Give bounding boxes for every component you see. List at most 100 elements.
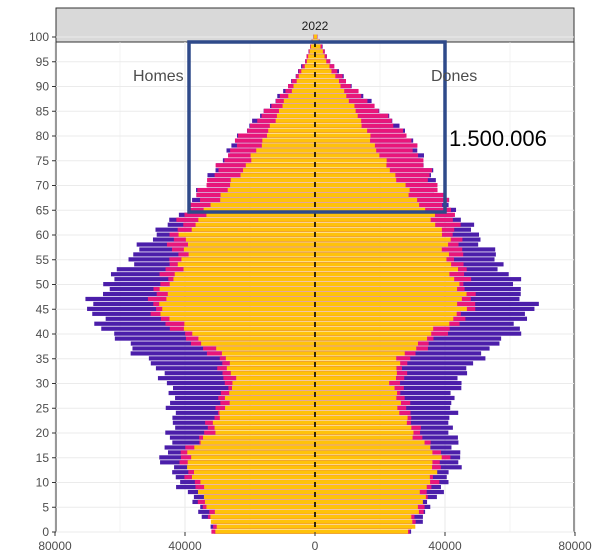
bar-male [174, 272, 315, 277]
bar-male [269, 123, 315, 128]
bar-female [315, 475, 430, 480]
male-label: Homes [133, 68, 184, 85]
bar-female [315, 296, 462, 302]
bar-female [315, 74, 336, 79]
bar-female [315, 489, 420, 495]
bar-female [315, 291, 467, 297]
bar-male [227, 187, 315, 193]
bar-female [315, 470, 438, 475]
bar-male [288, 93, 315, 99]
bar-female [315, 316, 454, 321]
bar-female [315, 410, 400, 415]
bar-female [315, 237, 451, 242]
bar-male [204, 484, 315, 490]
bar-female [315, 484, 427, 490]
bar-male [169, 316, 315, 321]
bar-female [315, 351, 405, 356]
bar-male [216, 524, 315, 529]
bar-male [278, 108, 315, 113]
bar-female [315, 88, 345, 94]
bar-female [315, 445, 431, 450]
y-tick-label: 40 [36, 327, 50, 341]
bar-male [275, 118, 315, 123]
y-tick-label: 5 [42, 500, 49, 514]
bar-female [315, 336, 428, 341]
bar-female [315, 262, 452, 267]
bar-male [245, 163, 315, 168]
bar-female [315, 44, 321, 49]
bar-male [210, 519, 315, 524]
bar-female [315, 415, 408, 420]
bar-male [192, 331, 315, 336]
bar-male [200, 440, 315, 445]
bar-male [240, 173, 315, 178]
bar-male [212, 420, 315, 425]
y-tick-label: 15 [36, 451, 50, 465]
bar-female [315, 405, 398, 410]
bar-female [315, 173, 396, 178]
bar-male [187, 465, 315, 470]
bar-male [261, 143, 315, 148]
bar-female [315, 59, 327, 64]
bar-male [187, 460, 315, 465]
bar-female [315, 366, 397, 371]
bar-male [188, 252, 315, 257]
bar-male [262, 138, 315, 143]
bar-female [315, 242, 449, 247]
bar-male [219, 415, 315, 420]
bar-female [315, 64, 330, 69]
bar-male [230, 183, 315, 188]
bar-male [301, 69, 315, 74]
x-tick-label: 80000 [558, 539, 592, 553]
bar-male [210, 202, 315, 208]
y-tick-label: 10 [36, 476, 50, 490]
bar-male [226, 366, 315, 371]
facet-strip-label: 2022 [302, 19, 329, 33]
bar-male [169, 282, 315, 287]
bar-female [315, 128, 368, 133]
bar-male [210, 514, 315, 519]
bar-male [225, 356, 315, 361]
bar-male [203, 207, 315, 212]
y-tick-label: 100 [29, 30, 49, 44]
bar-female [315, 212, 435, 217]
bar-female [315, 54, 325, 59]
bar-male [216, 346, 315, 351]
bar-female [315, 331, 432, 336]
bar-male [177, 262, 315, 267]
bar-female [315, 113, 358, 118]
bar-male [232, 385, 315, 391]
bar-male [293, 84, 315, 89]
bar-female [315, 385, 395, 391]
bar-male [230, 371, 315, 376]
bar-male [194, 445, 315, 450]
bar-male [191, 455, 315, 460]
bar-female [315, 356, 397, 361]
bar-female [315, 425, 412, 430]
bar-female [315, 306, 467, 311]
bar-female [315, 529, 409, 534]
bar-female [315, 361, 401, 366]
bar-female [315, 435, 413, 440]
y-tick-label: 20 [36, 426, 50, 440]
bar-male [206, 504, 315, 509]
bar-female [315, 178, 397, 183]
y-tick-label: 70 [36, 179, 50, 193]
bar-female [315, 504, 418, 509]
bar-female [315, 494, 426, 500]
bar-male [298, 74, 315, 79]
bar-male [178, 232, 315, 237]
y-tick-label: 45 [36, 302, 50, 316]
bar-male [214, 425, 315, 430]
bar-male [251, 158, 315, 163]
bar-female [315, 158, 387, 163]
bar-female [315, 286, 458, 292]
bar-male [310, 44, 315, 49]
pyramid-bars [85, 34, 539, 534]
bar-female [315, 460, 433, 465]
bar-female [315, 514, 412, 519]
bar-male [206, 212, 315, 217]
bar-male [276, 113, 315, 118]
bar-male [229, 400, 315, 406]
